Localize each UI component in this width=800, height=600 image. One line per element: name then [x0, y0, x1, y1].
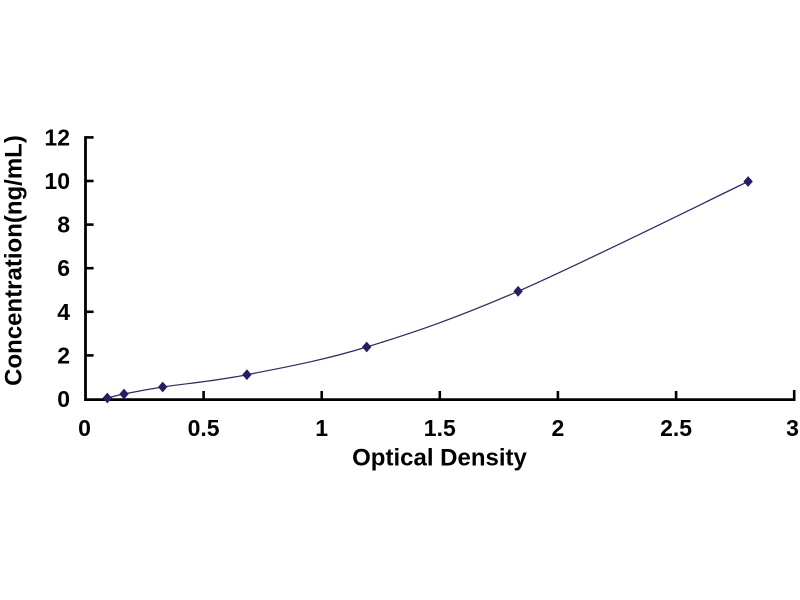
svg-text:1: 1	[315, 415, 328, 441]
svg-text:2.5: 2.5	[660, 415, 692, 441]
svg-text:2: 2	[552, 415, 565, 441]
svg-text:3: 3	[786, 415, 799, 441]
svg-text:1.5: 1.5	[424, 415, 456, 441]
svg-text:Optical Density: Optical Density	[352, 445, 527, 472]
svg-text:8: 8	[57, 212, 70, 238]
svg-text:10: 10	[44, 168, 70, 194]
svg-text:0: 0	[57, 386, 70, 412]
svg-text:6: 6	[57, 255, 70, 281]
svg-text:Concentration(ng/mL): Concentration(ng/mL)	[1, 135, 28, 386]
svg-text:2: 2	[57, 342, 70, 368]
svg-text:4: 4	[57, 299, 70, 325]
svg-text:12: 12	[44, 124, 70, 150]
svg-text:0.5: 0.5	[188, 415, 220, 441]
svg-text:0: 0	[78, 415, 91, 441]
